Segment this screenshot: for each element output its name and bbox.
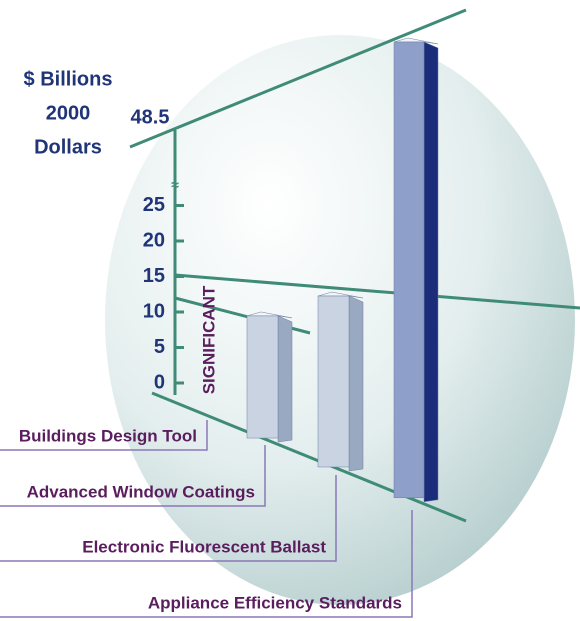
bar — [246, 315, 279, 439]
y-tick-label: 48.5 — [131, 106, 170, 128]
y-tick-label: 25 — [143, 194, 165, 216]
y-axis-label: 2000 — [46, 102, 91, 124]
connector — [0, 420, 208, 451]
baseline — [151, 391, 467, 523]
x-tick-label: Buildings Design Tool — [19, 426, 197, 445]
top-line — [129, 8, 467, 149]
bar — [393, 41, 425, 499]
x-tick-label: Electronic Fluorescent Ballast — [82, 537, 326, 556]
connector — [0, 445, 266, 507]
y-axis-label: $ Billions — [24, 68, 113, 90]
bar-side — [423, 41, 439, 503]
connector — [0, 510, 413, 618]
bar-side — [277, 315, 293, 443]
y-tick-label: 0 — [154, 371, 165, 393]
value-label: SIGNIFICANT — [199, 285, 218, 394]
connector — [0, 475, 337, 562]
y-tick-label: 10 — [143, 300, 165, 322]
bar — [317, 295, 350, 468]
x-tick-label: Advanced Window Coatings — [27, 482, 255, 501]
y-axis-label: Dollars — [34, 136, 102, 158]
y-tick-label: 20 — [143, 229, 165, 251]
axis-break: ≈ — [171, 177, 179, 193]
bar-side — [348, 295, 364, 472]
y-tick-label: 15 — [143, 265, 165, 287]
guide-line — [174, 273, 580, 310]
x-tick-label: Appliance Efficiency Standards — [148, 593, 402, 612]
y-tick-label: 5 — [154, 336, 165, 358]
